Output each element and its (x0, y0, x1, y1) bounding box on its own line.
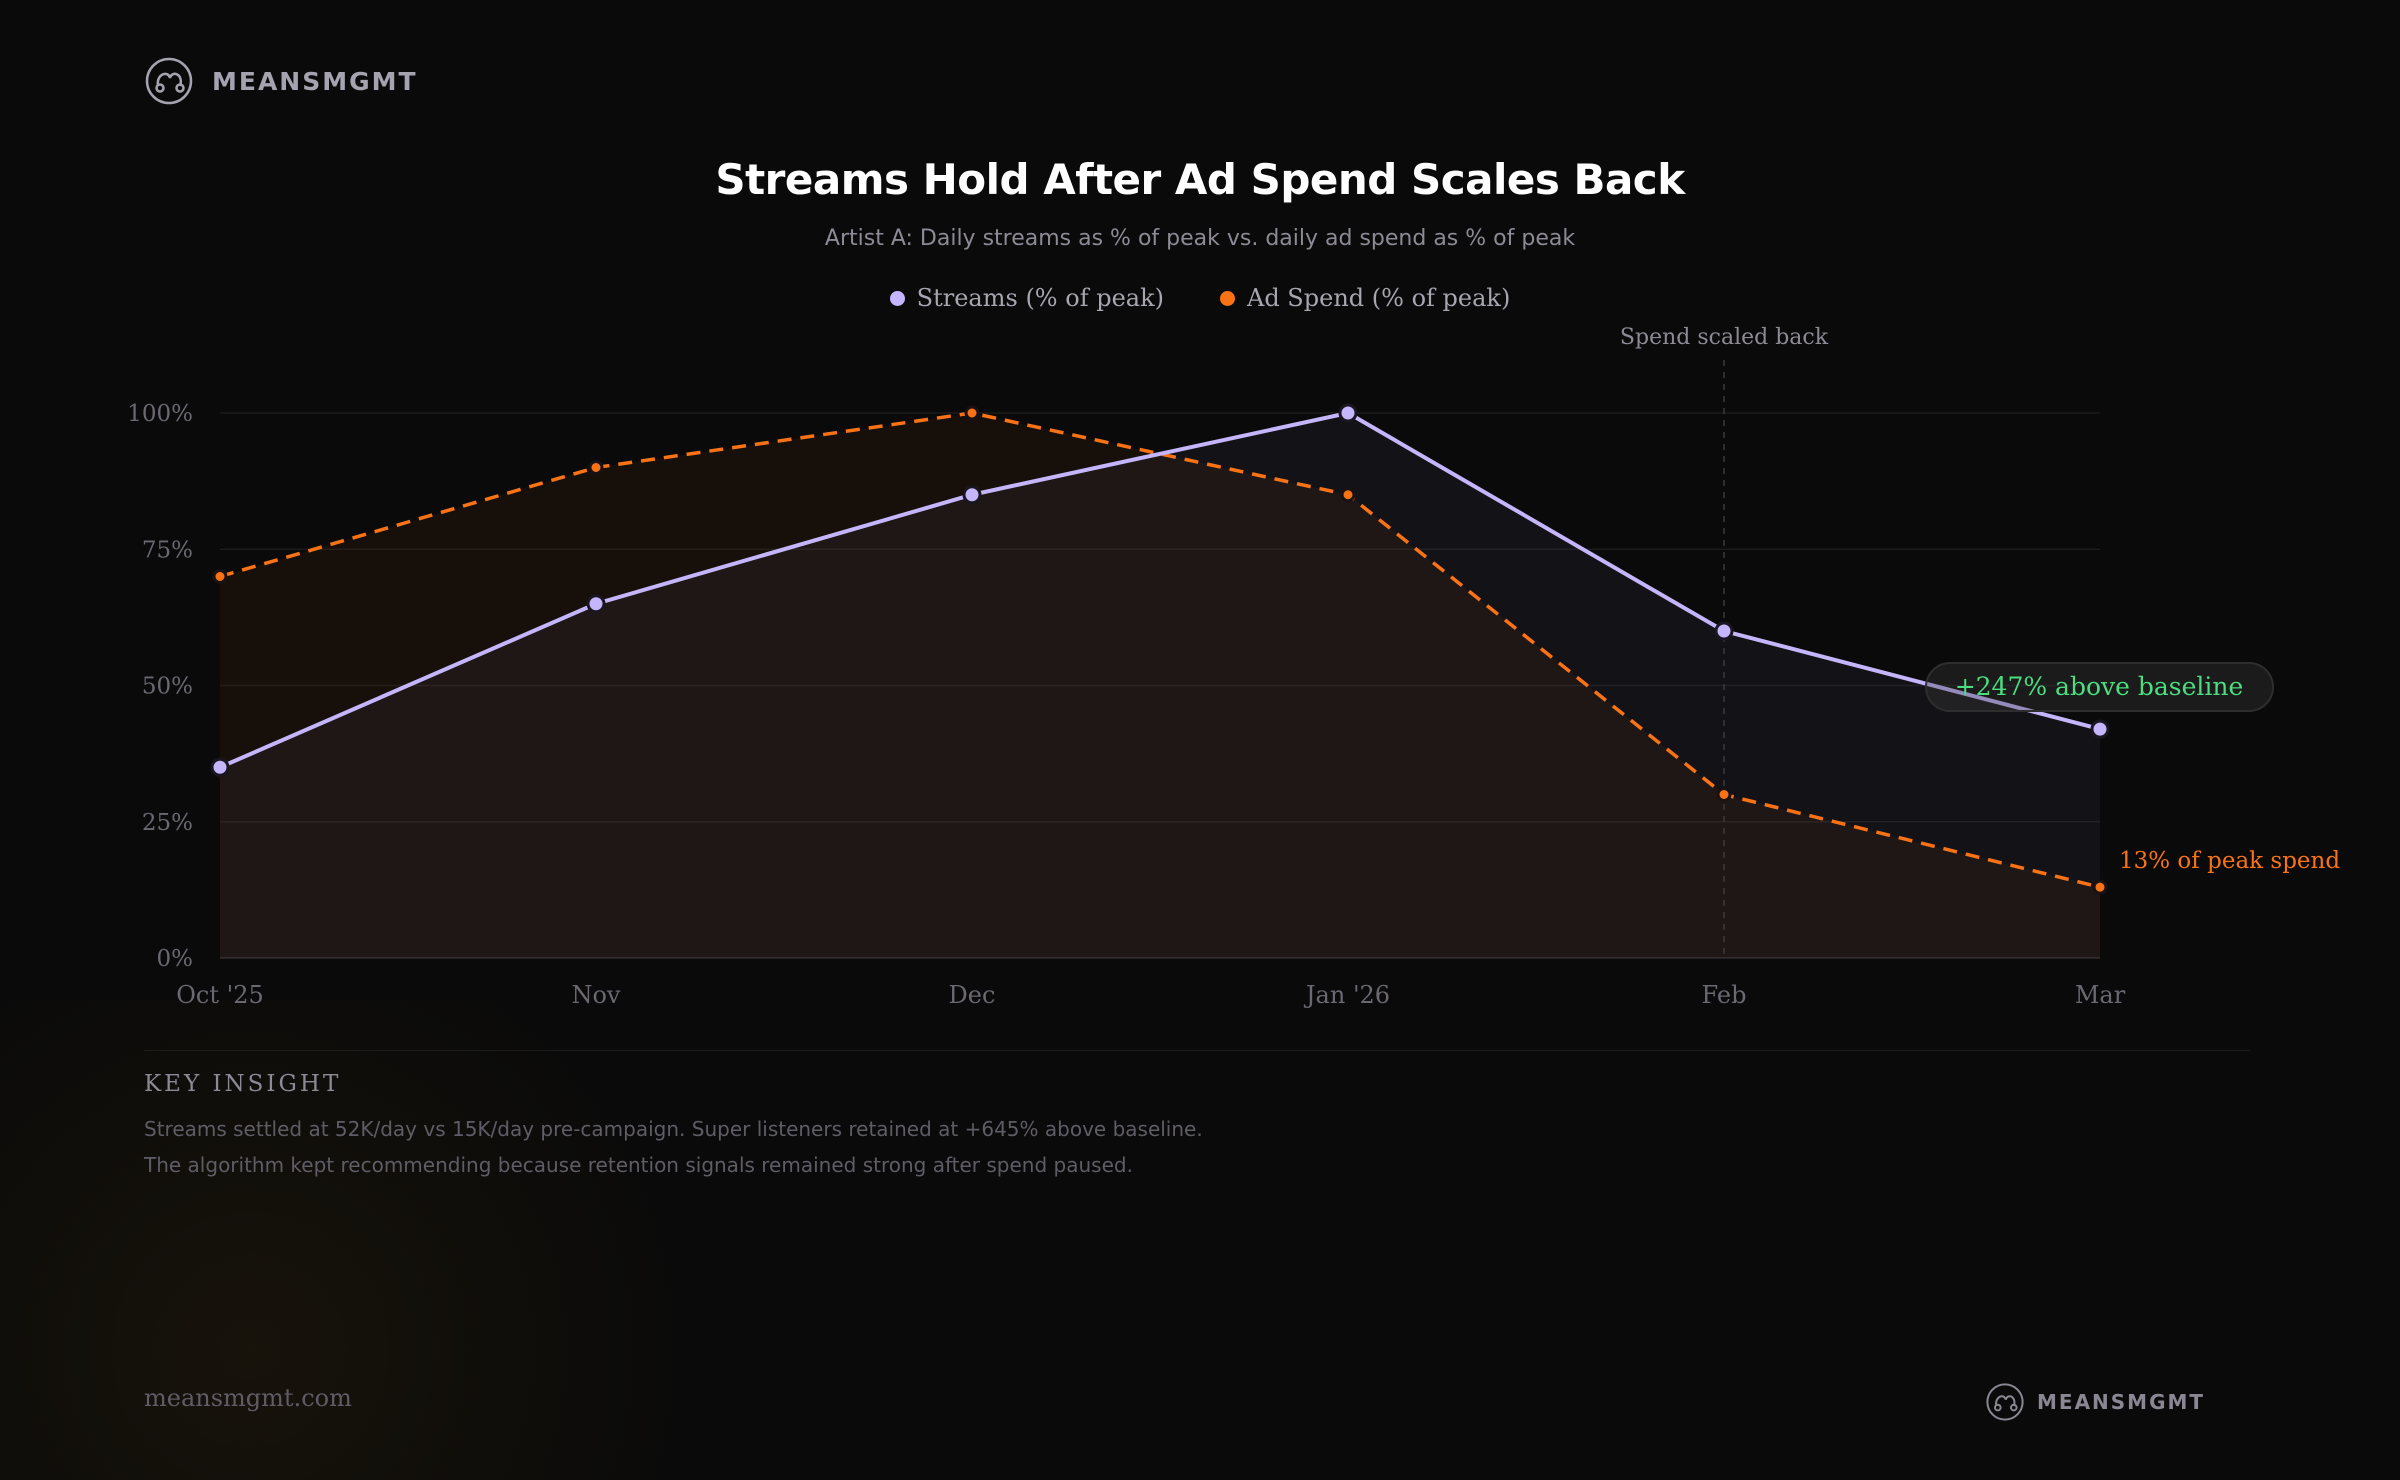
y-tick-label: 0% (157, 946, 194, 972)
spend-point (212, 569, 228, 584)
streams-point (1714, 621, 1734, 641)
streams-line (219, 410, 2101, 770)
key-insight-line-1: Streams settled at 52K/day vs 15K/day pr… (144, 1117, 1203, 1141)
brand-mark-icon (145, 57, 193, 105)
spend-annotation: 13% of peak spend (2119, 848, 2340, 874)
divider (144, 1050, 2250, 1051)
background-glow (0, 1000, 700, 1480)
brand-logo: MEANSMGMT (144, 56, 418, 106)
spend-point (1340, 487, 1356, 503)
footer-brand-name: MEANSMGMT (2037, 1390, 2206, 1414)
legend-item-spend: Ad Spend (% of peak) (1219, 284, 1511, 312)
footer-url[interactable]: meansmgmt.com (144, 1384, 352, 1412)
x-tick-label: Mar (2075, 981, 2126, 1009)
x-tick-label: Jan '26 (1303, 981, 1390, 1009)
streams-area (220, 413, 2100, 958)
spend-point (1716, 787, 1732, 802)
legend-label-spend: Ad Spend (% of peak) (1246, 284, 1511, 312)
legend-dot-spend (1219, 290, 1235, 306)
legend-dot-streams (889, 290, 905, 306)
streams-point (586, 594, 606, 614)
y-tick-label: 75% (142, 537, 193, 563)
streams-point (962, 485, 982, 505)
chart-subtitle: Artist A: Daily streams as % of peak vs.… (824, 226, 1576, 251)
spend-point (964, 405, 980, 421)
streams-point (1338, 403, 1358, 423)
streams-annotation-pill (1925, 662, 2274, 712)
spend-area (220, 413, 2100, 958)
x-tick-label: Nov (571, 981, 620, 1009)
legend: Streams (% of peak) Ad Spend (% of peak) (0, 284, 2400, 312)
x-tick-label: Oct '25 (176, 981, 264, 1009)
streams-point (210, 757, 230, 777)
y-tick-label: 100% (127, 401, 193, 427)
key-insight-line-2: The algorithm kept recommending because … (144, 1153, 1133, 1177)
spend-point (2092, 879, 2108, 895)
streams-point (2090, 719, 2110, 739)
chart-title: Streams Hold After Ad Spend Scales Back (715, 155, 1685, 204)
spend-scaled-back-label: Spend scaled back (1620, 325, 1829, 350)
x-tick-label: Dec (949, 981, 996, 1009)
x-tick-label: Feb (1702, 981, 1747, 1009)
spend-point (588, 460, 604, 475)
streams-annotation: +247% above baseline (1955, 672, 2244, 701)
y-tick-label: 25% (142, 810, 193, 836)
legend-label-streams: Streams (% of peak) (916, 284, 1164, 312)
y-tick-label: 50% (142, 674, 193, 700)
footer-brand-logo: MEANSMGMT (1985, 1382, 2205, 1422)
key-insight-label: KEY INSIGHT (144, 1071, 342, 1097)
brand-mark-icon (1986, 1383, 2024, 1421)
brand-name: MEANSMGMT (212, 66, 418, 96)
legend-item-streams: Streams (% of peak) (889, 284, 1164, 312)
spend-line (219, 411, 2101, 889)
